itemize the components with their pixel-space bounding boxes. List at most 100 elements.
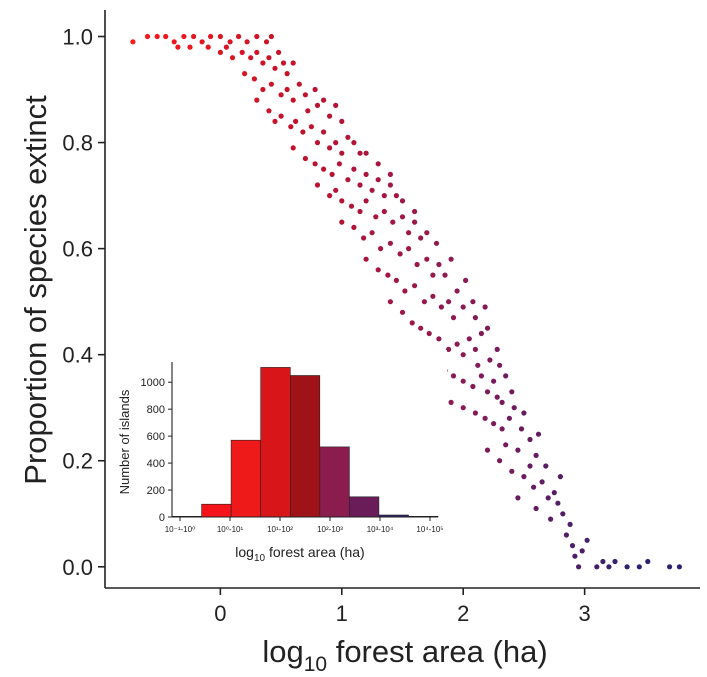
scatter-point xyxy=(329,171,335,177)
scatter-point xyxy=(263,39,270,45)
scatter-point xyxy=(499,399,505,405)
scatter-point xyxy=(266,108,272,114)
scatter-point xyxy=(450,315,457,321)
x-tick-label: 0 xyxy=(214,601,226,626)
scatter-point xyxy=(278,113,284,119)
scatter-point xyxy=(491,421,497,427)
inset-y-tick-label: 0 xyxy=(159,512,165,524)
inset-x-tick-label: 10⁻¹-10⁰ xyxy=(165,525,196,534)
scatter-point xyxy=(181,33,187,40)
scatter-point xyxy=(560,511,566,517)
y-axis-label: Proportion of species extinct xyxy=(18,95,53,485)
scatter-point xyxy=(163,33,169,40)
scatter-point xyxy=(351,166,357,172)
scatter-point xyxy=(527,463,533,469)
scatter-point xyxy=(412,219,418,225)
scatter-point xyxy=(385,272,391,278)
scatter-point xyxy=(484,447,491,453)
scatter-point xyxy=(280,60,287,66)
scatter-point xyxy=(606,564,612,570)
scatter-point xyxy=(293,118,299,124)
scatter-point xyxy=(521,474,527,480)
scatter-point xyxy=(254,49,260,56)
scatter-point xyxy=(276,49,282,56)
inset-x-axis-label: log10 forest area (ha) xyxy=(235,544,364,564)
scatter-point xyxy=(555,500,561,506)
scatter-point xyxy=(187,44,193,50)
scatter-point xyxy=(236,33,242,40)
scatter-point xyxy=(272,65,278,71)
scatter-point xyxy=(594,564,600,570)
x-tick-label: 3 xyxy=(579,601,591,626)
scatter-point xyxy=(278,92,284,98)
scatter-point xyxy=(375,267,381,273)
scatter-point xyxy=(345,177,351,183)
scatter-point xyxy=(351,140,357,146)
scatter-point xyxy=(333,187,339,193)
scatter-point xyxy=(345,134,351,140)
scatter-point xyxy=(557,474,564,480)
scatter-point xyxy=(242,71,248,77)
scatter-point xyxy=(314,102,321,108)
scatter-point xyxy=(363,256,369,262)
scatter-point xyxy=(497,362,503,368)
scatter-point xyxy=(144,33,151,40)
scatter-point xyxy=(438,304,444,310)
scatter-point xyxy=(424,256,430,262)
scatter-point xyxy=(527,436,533,443)
y-tick-label: 0.2 xyxy=(62,449,93,474)
scatter-point xyxy=(327,193,333,199)
scatter-point xyxy=(321,129,327,135)
inset-x-tick-label: 10²-10³ xyxy=(317,525,343,534)
scatter-point xyxy=(266,55,272,61)
scatter-point xyxy=(466,336,472,342)
scatter-point xyxy=(484,325,491,331)
y-tick-label: 0.0 xyxy=(62,555,93,580)
scatter-point xyxy=(636,564,642,570)
scatter-point xyxy=(373,214,379,220)
scatter-point xyxy=(333,102,339,108)
scatter-point xyxy=(305,108,311,114)
scatter-point xyxy=(543,463,549,469)
y-tick-label: 0.8 xyxy=(62,131,93,156)
scatter-point xyxy=(472,410,478,416)
scatter-point xyxy=(494,346,500,352)
scatter-point xyxy=(460,352,466,358)
histogram-bar xyxy=(230,439,262,518)
scatter-point xyxy=(154,33,160,40)
scatter-point xyxy=(217,49,223,56)
scatter-point xyxy=(448,399,454,405)
scatter-point xyxy=(533,452,539,458)
scatter-point xyxy=(390,219,396,225)
scatter-point xyxy=(472,315,478,321)
inset-y-axis-label: Number of islands xyxy=(117,389,132,494)
scatter-point xyxy=(518,426,525,432)
scatter-point xyxy=(284,86,290,93)
scatter-point xyxy=(406,230,412,236)
scatter-point xyxy=(454,341,460,347)
scatter-point xyxy=(402,288,408,294)
scatter-point xyxy=(130,39,136,45)
x-tick-label: 1 xyxy=(336,601,348,626)
scatter-point xyxy=(426,330,432,337)
scatter-point xyxy=(378,246,384,252)
scatter-point xyxy=(446,299,452,305)
scatter-point xyxy=(260,86,266,93)
scatter-point xyxy=(484,389,491,395)
scatter-point xyxy=(312,86,318,93)
x-axis-label: log10 forest area (ha) xyxy=(262,634,547,672)
scatter-point xyxy=(302,92,308,98)
scatter-point xyxy=(503,442,509,448)
scatter-point xyxy=(567,521,573,528)
scatter-point xyxy=(430,272,436,278)
scatter-point xyxy=(448,256,454,262)
scatter-point xyxy=(436,336,442,342)
scatter-point xyxy=(363,171,369,177)
scatter-point xyxy=(288,124,294,130)
scatter-point xyxy=(217,33,223,40)
scatter-point xyxy=(624,564,630,570)
scatter-point xyxy=(339,118,345,124)
scatter-point xyxy=(478,373,484,379)
